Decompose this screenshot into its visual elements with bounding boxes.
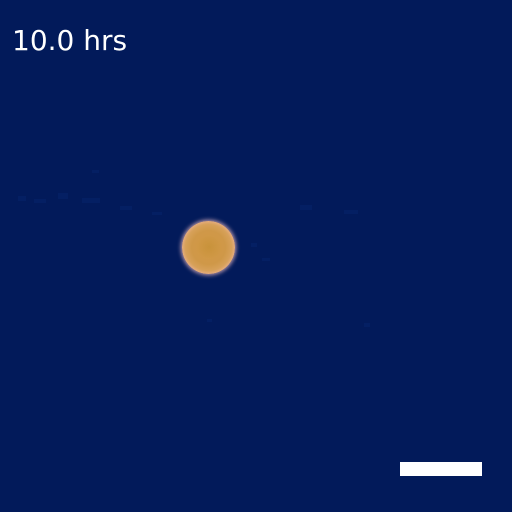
cell-core (196, 236, 222, 258)
elapsed-time-label: 10.0 hrs (12, 24, 128, 57)
scale-bar (400, 462, 482, 476)
